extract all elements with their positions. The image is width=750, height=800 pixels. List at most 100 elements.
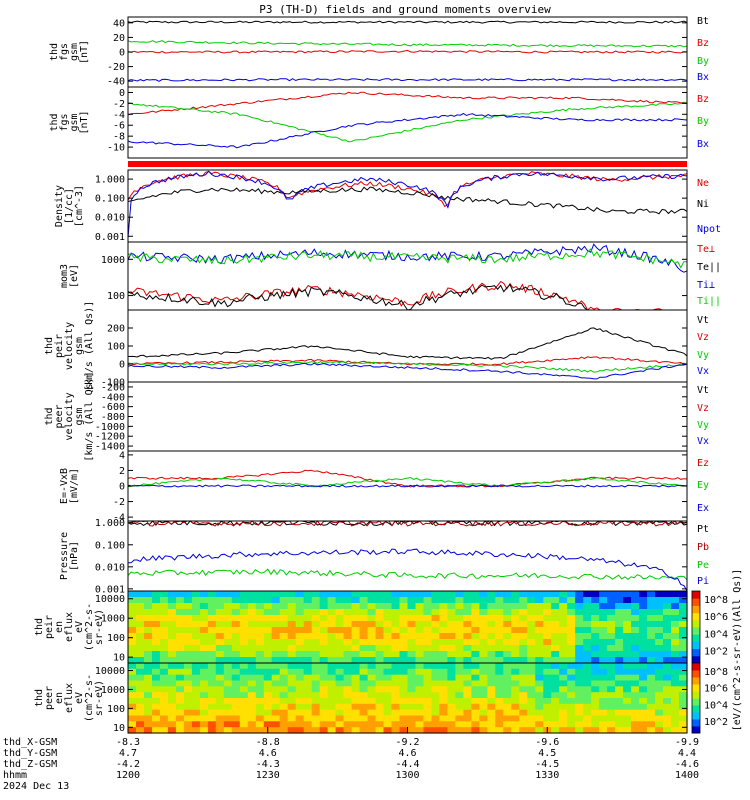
spectrogram-cell — [351, 668, 361, 676]
spectrogram-cell — [367, 680, 377, 687]
spectrogram-cell — [295, 621, 305, 628]
spectrogram-cell — [183, 621, 193, 628]
y-tick-label: 1.000 — [95, 518, 125, 529]
spectrogram-cell — [487, 686, 496, 693]
spectrogram-cell — [647, 645, 656, 652]
spectrogram-cell — [647, 615, 656, 622]
spectrogram-cell — [391, 645, 401, 652]
spectrogram-cell — [631, 668, 640, 676]
spectrogram-cell — [487, 603, 496, 610]
spectrogram-cell — [551, 692, 560, 699]
spectrogram-cell — [375, 591, 385, 598]
spectrogram-cell — [183, 591, 193, 598]
spectrogram-cell — [471, 692, 480, 699]
spectrogram-cell — [607, 680, 616, 687]
spectrogram-cell — [383, 703, 393, 711]
spectrogram-cell — [359, 657, 369, 664]
spectrogram-cell — [271, 639, 281, 646]
spectrogram-cell — [144, 727, 153, 734]
spectrogram-cell — [383, 680, 393, 687]
spectrogram-cell — [447, 651, 456, 658]
spectrogram-cell — [207, 709, 217, 717]
spectrogram-cell — [391, 698, 401, 705]
spectrogram-cell — [279, 721, 289, 728]
spectrogram-cell — [479, 609, 488, 616]
spectrogram-cell — [599, 615, 608, 622]
spectrogram-cell — [535, 668, 544, 676]
spectrogram-cell — [511, 603, 520, 610]
spectrogram-cell — [287, 639, 297, 646]
spectrogram-cell — [335, 591, 345, 598]
spectrogram-cell — [447, 668, 456, 676]
spectrogram-cell — [439, 615, 448, 622]
spectrogram-cell — [399, 609, 409, 616]
spectrogram-cell — [136, 674, 145, 682]
spectrogram-cell — [607, 663, 616, 670]
spectrogram-cell — [663, 627, 672, 634]
spectrogram-cell — [223, 603, 233, 610]
spectrogram-cell — [247, 627, 257, 634]
spectrogram-cell — [591, 615, 600, 622]
spectrogram-cell — [607, 709, 616, 717]
spectrogram-cell — [471, 663, 480, 670]
spectrogram-cell — [295, 657, 305, 664]
spectrogram-cell — [567, 680, 576, 687]
spectrogram-cell — [655, 721, 664, 728]
y-axis-label: [1/cc] — [64, 188, 75, 224]
spectrogram-cell — [199, 663, 209, 670]
spectrogram-cell — [263, 680, 273, 687]
spectrogram-cell — [447, 709, 456, 717]
spectrogram-cell — [551, 633, 560, 640]
spectrogram-cell — [471, 603, 480, 610]
spectrogram-cell — [351, 663, 361, 670]
spectrogram-cell — [559, 615, 568, 622]
y-axis-label: peer — [54, 404, 65, 428]
spectrogram-cell — [647, 657, 656, 664]
spectrogram-cell — [391, 639, 401, 646]
colorbar-segment — [692, 655, 700, 664]
legend-entry: Bz — [697, 94, 709, 105]
y-axis-label: gsm — [74, 407, 85, 425]
spectrogram-cell — [407, 603, 417, 610]
spectrogram-cell — [479, 633, 488, 640]
spectrogram-cell — [183, 686, 193, 693]
spectrogram-cell — [199, 603, 209, 610]
spectrogram-cell — [431, 615, 441, 622]
spectrogram-cell — [431, 627, 441, 634]
spectrogram-cell — [407, 615, 417, 622]
spectrogram-cell — [239, 627, 249, 634]
colorbar-tick-label: 10^4 — [704, 700, 728, 711]
spectrogram-cell — [407, 674, 417, 682]
spectrogram-cell — [575, 692, 584, 699]
spectrogram-cell — [519, 727, 528, 734]
series-line-pressure — [127, 520, 688, 527]
spectrogram-cell — [223, 615, 233, 622]
spectrogram-cell — [239, 615, 249, 622]
y-tick-label: -200 — [101, 382, 125, 393]
spectrogram-cell — [431, 686, 441, 693]
spectrogram-cell — [559, 715, 568, 722]
spectrogram-cell — [327, 674, 337, 682]
spectrogram-cell — [239, 597, 249, 604]
spectrogram-cell — [295, 674, 305, 682]
spectrogram-cell — [679, 721, 688, 728]
series-line-fgs_zoom — [127, 91, 688, 116]
spectrogram-cell — [399, 715, 409, 722]
spectrogram-cell — [455, 603, 464, 610]
spectrogram-cell — [487, 680, 496, 687]
spectrogram-cell — [247, 645, 257, 652]
spectrogram-cell — [423, 657, 433, 664]
spectrogram-cell — [663, 680, 672, 687]
spectrogram-cell — [543, 698, 552, 705]
panel-frame — [127, 520, 688, 592]
spectrogram-cell — [159, 591, 169, 598]
spectrogram-cell — [263, 721, 273, 728]
spectrogram-cell — [647, 651, 656, 658]
y-tick-label: 1.000 — [95, 175, 125, 186]
spectrogram-cell — [279, 639, 289, 646]
spectrogram-cell — [263, 603, 273, 610]
y-tick-label: 20 — [113, 33, 125, 44]
spectrogram-cell — [607, 727, 616, 734]
spectrogram-cell — [599, 609, 608, 616]
